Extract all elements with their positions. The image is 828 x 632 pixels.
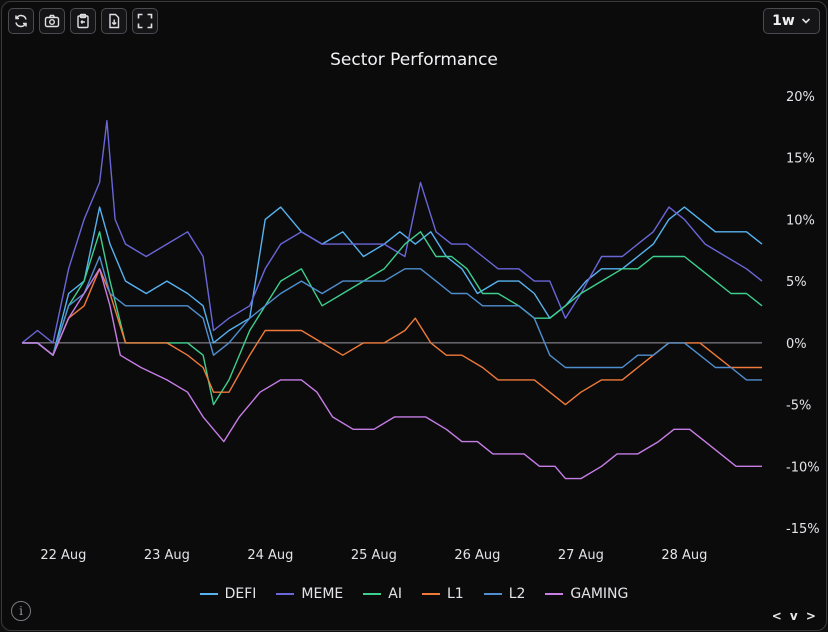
- legend-item-meme[interactable]: MEME: [276, 586, 343, 602]
- clipboard-icon: [77, 13, 89, 29]
- y-tick-label: 15%: [786, 152, 815, 167]
- x-tick-label: 26 Aug: [454, 548, 500, 563]
- y-axis: 20% 15% 10% 5% 0% -5% -10% -15%: [786, 90, 820, 537]
- chevron-down-icon: [801, 18, 810, 24]
- legend-label: MEME: [301, 586, 344, 602]
- chart-legend: DEFI MEME AI L1 L2 GAMING: [0, 586, 828, 602]
- x-tick-label: 28 Aug: [661, 548, 707, 563]
- legend-label: L1: [446, 586, 464, 602]
- range-select-value: 1w: [772, 13, 795, 29]
- y-tick-label: -10%: [786, 460, 820, 475]
- x-tick-label: 27 Aug: [558, 548, 604, 563]
- x-axis: 22 Aug 23 Aug 24 Aug 25 Aug 26 Aug 27 Aug 28 A…: [40, 548, 707, 563]
- legend-label: L2: [508, 586, 526, 602]
- x-tick-label: 25 Aug: [351, 548, 397, 563]
- legend-item-l1[interactable]: L1: [421, 586, 464, 602]
- series-line-defi[interactable]: [22, 206, 763, 356]
- refresh-icon: [15, 14, 27, 28]
- x-tick-label: 23 Aug: [144, 548, 190, 563]
- legend-swatch: [483, 593, 502, 595]
- series-line-ai[interactable]: [22, 231, 763, 406]
- legend-swatch: [199, 593, 218, 595]
- download-button[interactable]: [101, 8, 127, 34]
- range-select[interactable]: 1w: [763, 8, 820, 34]
- copy-button[interactable]: [70, 8, 96, 34]
- series-line-gaming[interactable]: [22, 268, 762, 480]
- fullscreen-icon: [137, 13, 153, 29]
- legend-item-l2[interactable]: L2: [483, 586, 526, 602]
- refresh-button[interactable]: [8, 8, 34, 34]
- chart-series: [21, 120, 763, 480]
- series-line-meme[interactable]: [21, 120, 763, 344]
- fullscreen-button[interactable]: [132, 8, 158, 34]
- series-line-l1[interactable]: [22, 268, 762, 406]
- camera-icon: [44, 14, 60, 28]
- legend-pagination[interactable]: < v >: [771, 609, 818, 623]
- chart-title: Sector Performance: [330, 50, 498, 70]
- screenshot-button[interactable]: [39, 8, 65, 34]
- legend-swatch: [363, 593, 382, 595]
- legend-item-gaming[interactable]: GAMING: [545, 586, 628, 602]
- legend-item-defi[interactable]: DEFI: [199, 586, 257, 602]
- legend-label: DEFI: [224, 586, 257, 602]
- legend-label: AI: [388, 586, 402, 602]
- legend-swatch: [421, 593, 440, 595]
- info-button[interactable]: i: [11, 601, 31, 621]
- y-tick-label: 10%: [786, 213, 815, 228]
- info-icon: i: [19, 604, 23, 618]
- legend-swatch: [545, 593, 564, 595]
- y-tick-label: 20%: [786, 90, 815, 105]
- y-tick-label: -5%: [786, 399, 811, 414]
- y-tick-label: 0%: [786, 337, 807, 352]
- chart-toolbar: [8, 8, 158, 34]
- legend-item-ai[interactable]: AI: [363, 586, 402, 602]
- y-tick-label: 5%: [786, 275, 807, 290]
- legend-swatch: [276, 593, 295, 595]
- x-tick-label: 22 Aug: [40, 548, 86, 563]
- file-download-icon: [109, 13, 120, 29]
- x-tick-label: 24 Aug: [247, 548, 293, 563]
- y-tick-label: -15%: [786, 522, 820, 537]
- series-line-l2[interactable]: [22, 255, 762, 381]
- legend-label: GAMING: [570, 586, 629, 602]
